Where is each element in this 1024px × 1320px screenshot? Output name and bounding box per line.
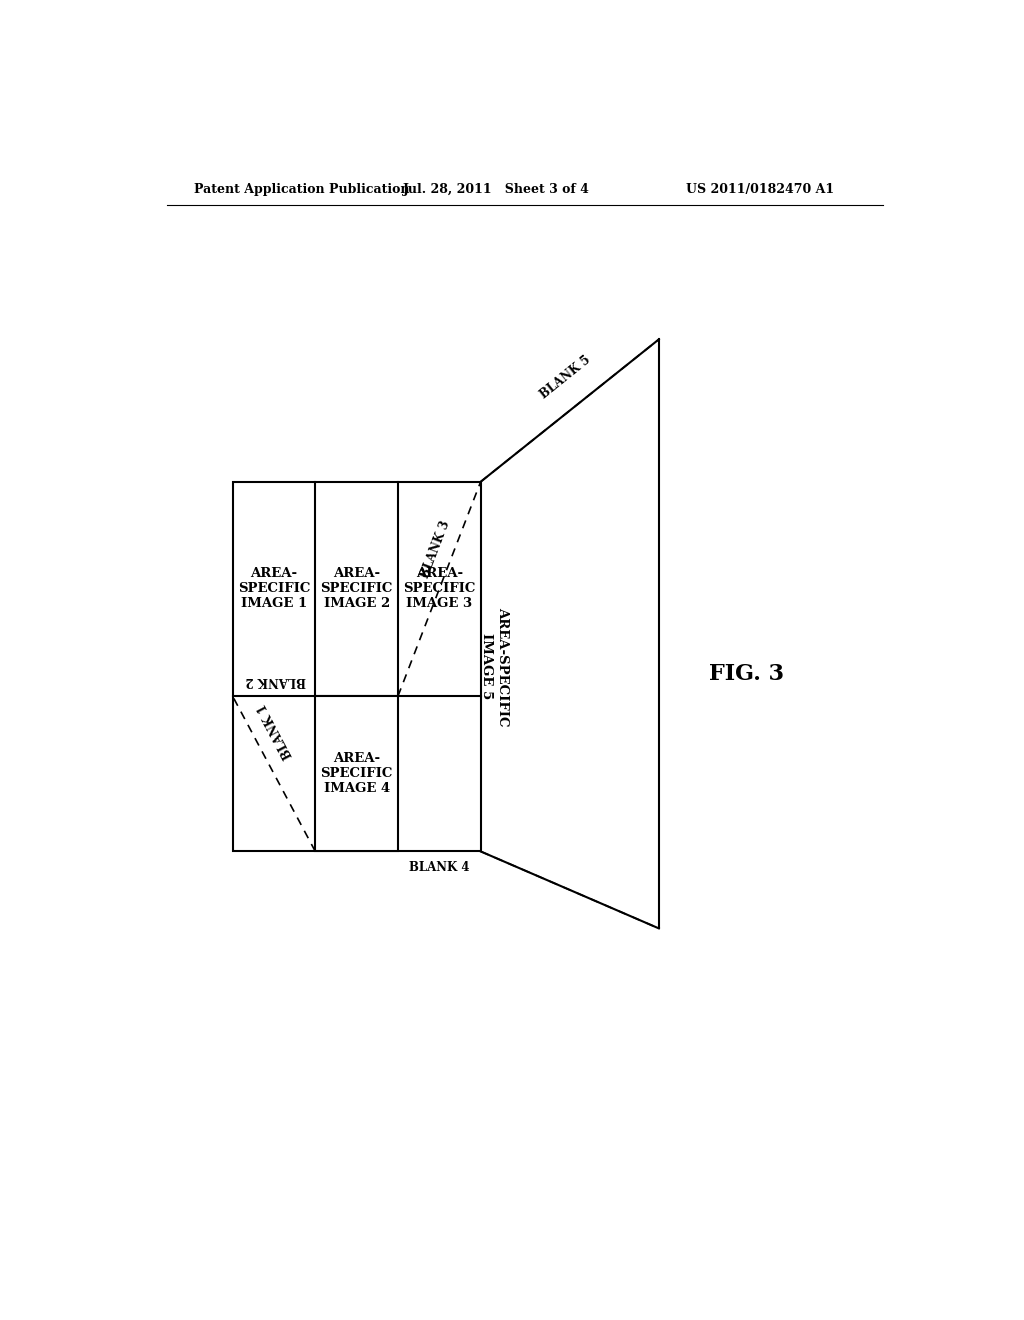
- Text: FIG. 3: FIG. 3: [710, 664, 784, 685]
- Text: BLANK 5: BLANK 5: [539, 354, 594, 401]
- Bar: [315, 696, 398, 851]
- Text: BLANK 1: BLANK 1: [256, 701, 295, 760]
- Text: Patent Application Publication: Patent Application Publication: [194, 182, 410, 195]
- Text: AREA-
SPECIFIC
IMAGE 3: AREA- SPECIFIC IMAGE 3: [403, 568, 475, 610]
- Bar: [232, 482, 480, 851]
- Text: Jul. 28, 2011   Sheet 3 of 4: Jul. 28, 2011 Sheet 3 of 4: [403, 182, 590, 195]
- Text: BLANK 2: BLANK 2: [245, 675, 306, 686]
- Text: AREA-
SPECIFIC
IMAGE 1: AREA- SPECIFIC IMAGE 1: [238, 568, 310, 610]
- Text: AREA-
SPECIFIC
IMAGE 2: AREA- SPECIFIC IMAGE 2: [321, 568, 393, 610]
- Text: BLANK 3: BLANK 3: [419, 519, 453, 579]
- Text: AREA-SPECIFIC
IMAGE 5: AREA-SPECIFIC IMAGE 5: [479, 607, 510, 726]
- Text: BLANK 4: BLANK 4: [409, 861, 470, 874]
- Text: AREA-
SPECIFIC
IMAGE 4: AREA- SPECIFIC IMAGE 4: [321, 752, 393, 795]
- Text: US 2011/0182470 A1: US 2011/0182470 A1: [686, 182, 835, 195]
